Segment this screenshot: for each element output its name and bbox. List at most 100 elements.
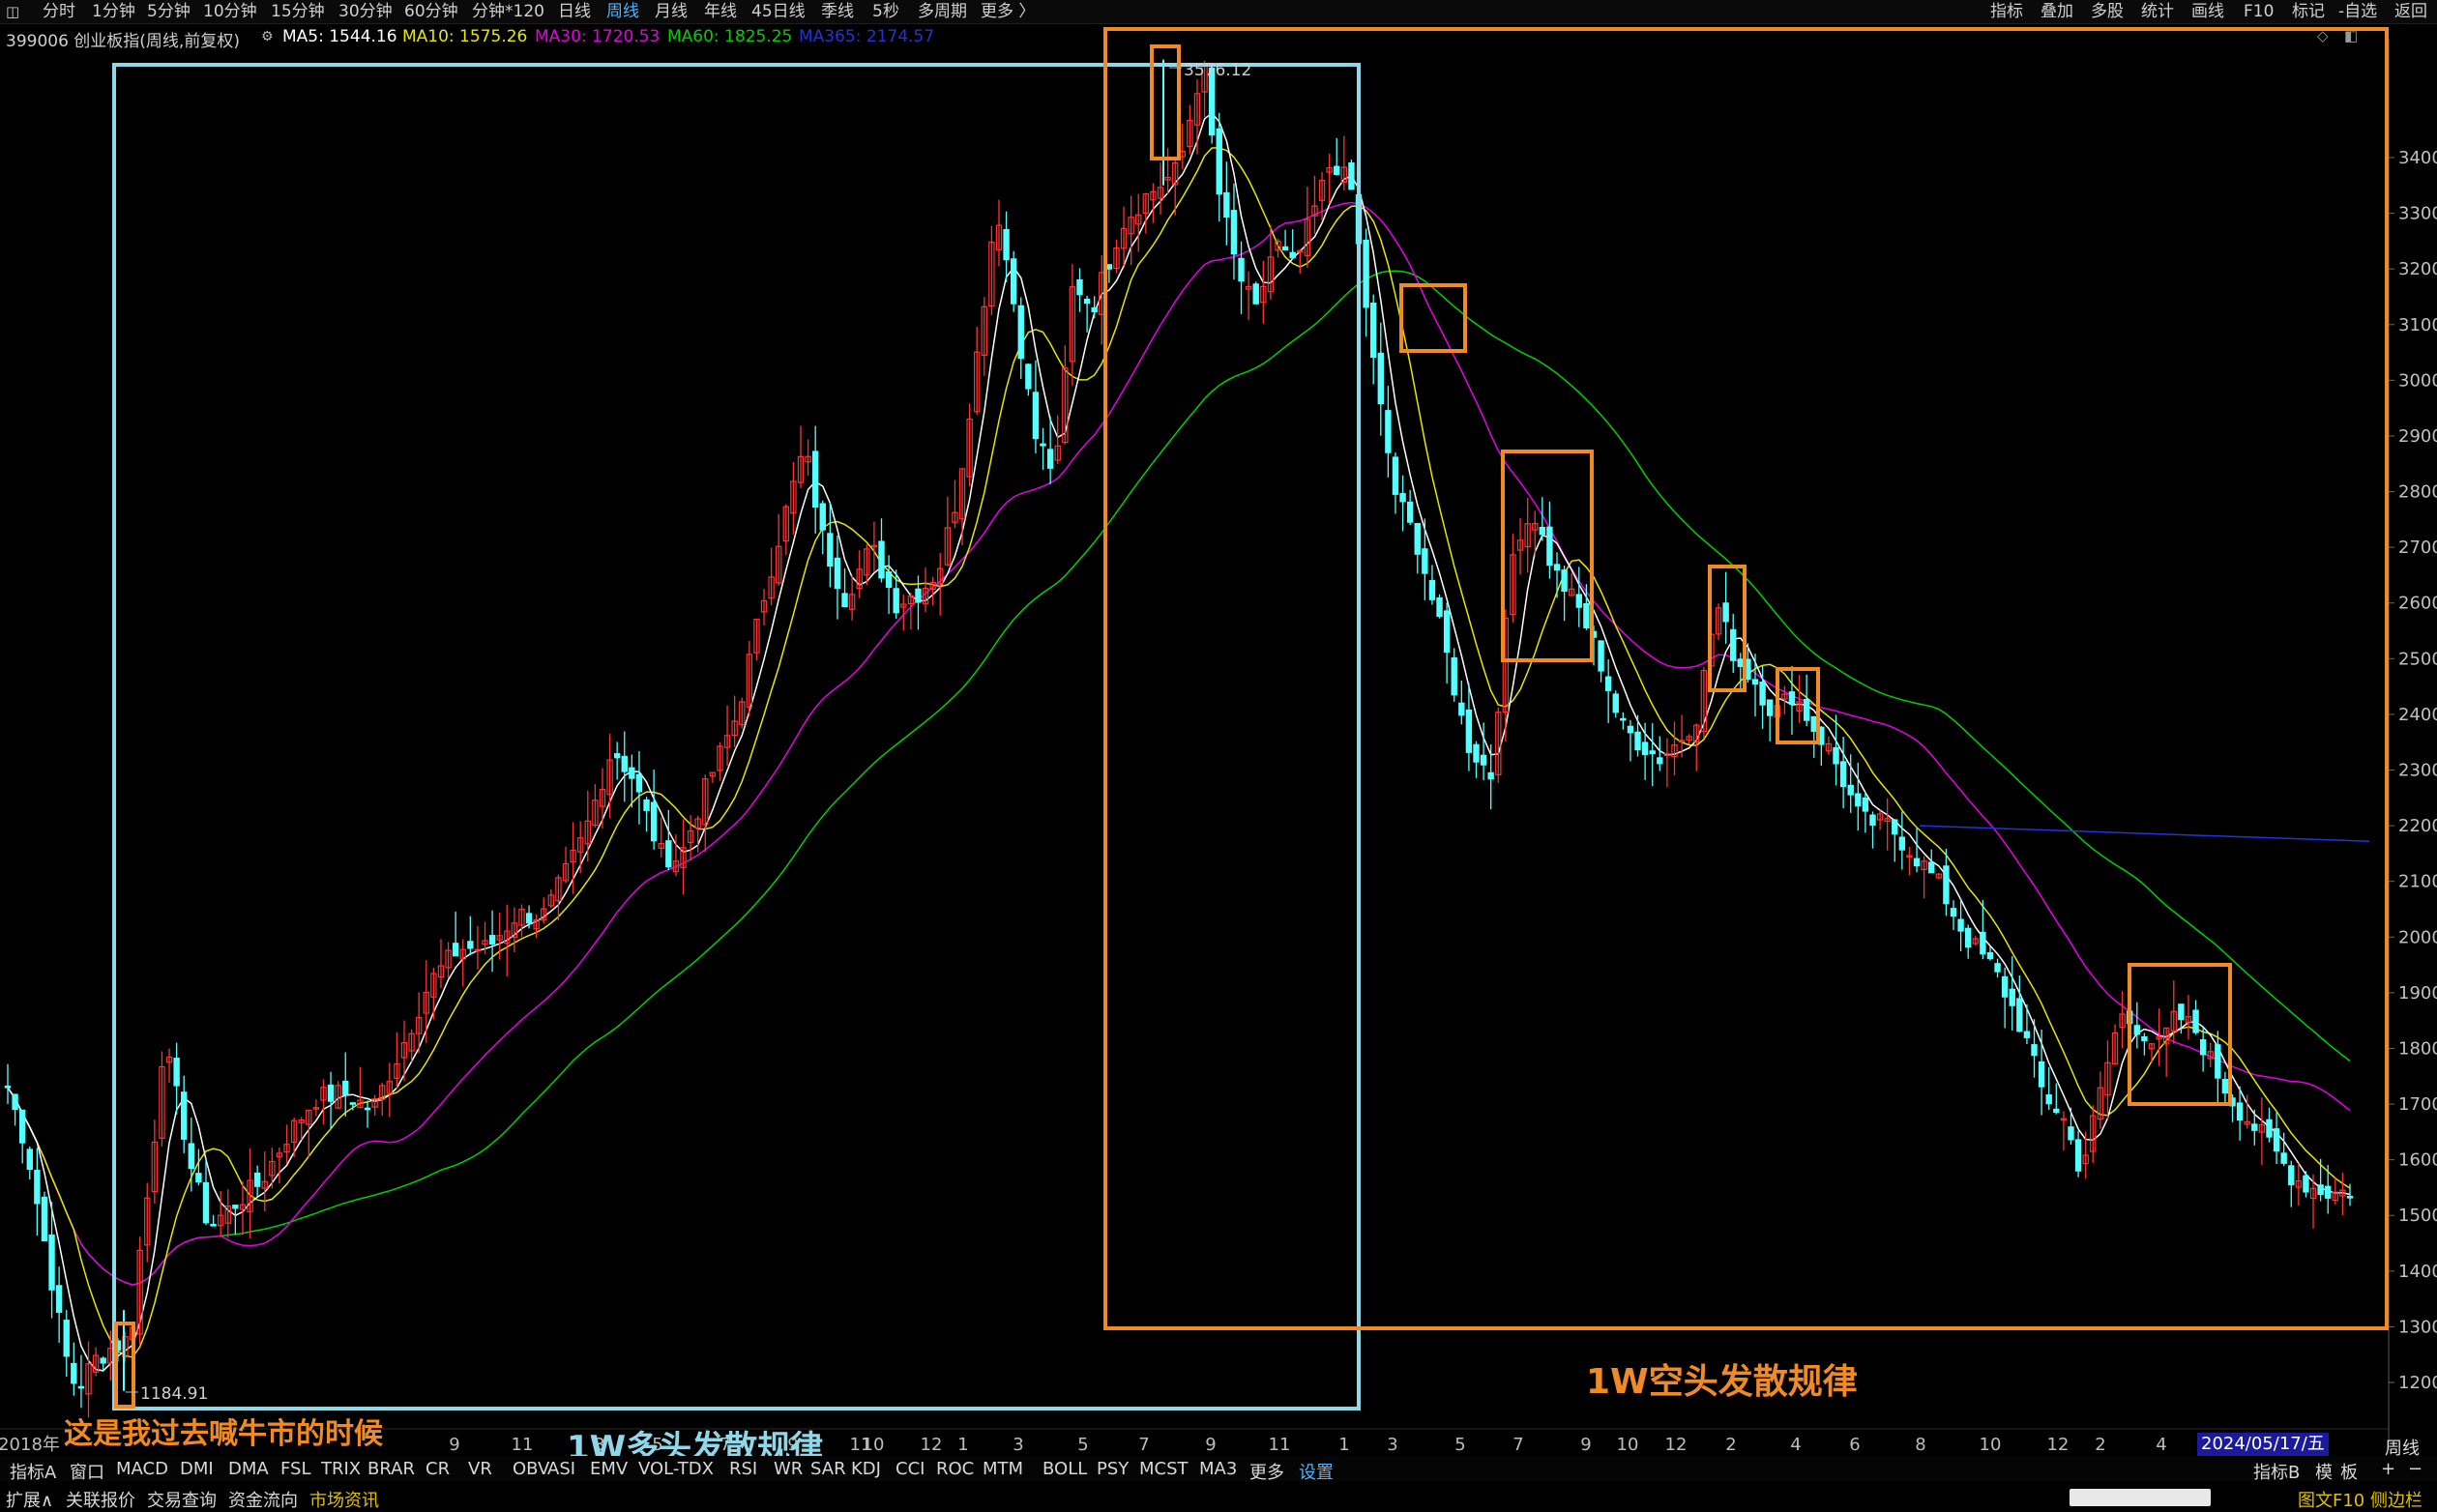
period-tab-yearly[interactable]: 年线 [704,2,737,21]
candle [606,733,613,819]
indicator-tab[interactable]: BRAR [367,1459,415,1479]
indicator-b-control[interactable]: 模 [2315,1463,2333,1483]
period-tab-1min[interactable]: 1分钟 [92,2,135,21]
candle [306,1109,312,1157]
x-tick-label: 10 [1980,1435,2002,1455]
candle [893,569,899,620]
candle [1208,67,1216,144]
period-tab-more[interactable]: 更多 〉 [981,2,1036,21]
window-icon[interactable]: ◫ [6,3,20,20]
indicator-tab[interactable]: KDJ [851,1459,881,1479]
indicator-tab[interactable]: 窗口 [70,1463,104,1483]
indicator-tab[interactable]: 设置 [1299,1463,1334,1483]
indicator-tab[interactable]: DMA [228,1459,269,1479]
indicator-b-control[interactable]: 板 [2340,1463,2358,1483]
indicator-tab[interactable]: CCI [896,1459,925,1479]
indicator-tab[interactable]: PSY [1097,1459,1130,1479]
toolbar-indicator-button[interactable]: 指标 [1990,2,2023,21]
indicator-tab[interactable]: VOL-TDX [638,1459,714,1479]
candle [1267,224,1275,300]
period-tab-min120[interactable]: 分钟*120 [472,2,544,21]
indicator-tab[interactable]: EMV [590,1459,629,1479]
candle [518,904,525,938]
candle [459,939,466,987]
period-tab-5min[interactable]: 5分钟 [147,2,191,21]
tray-icons[interactable] [2070,1489,2211,1506]
period-tab-45day[interactable]: 45日线 [751,2,806,21]
indicator-b-control[interactable]: − [2408,1459,2423,1479]
f10-sidebar-link[interactable]: 图文F10 侧边栏 [2298,1491,2422,1511]
kline-chart[interactable]: 1200 1300 1400 1500 1600 1700 1800 1900 2000 2100… [0,0,2437,1456]
candle-body [1516,539,1524,551]
candle-body [41,1196,48,1242]
candle [2266,1107,2273,1143]
toolbar-draw-button[interactable]: 画线 [2191,2,2224,21]
candle-body [2082,1154,2089,1165]
period-tab-30min[interactable]: 30分钟 [338,2,393,21]
indicator-tab[interactable]: FSL [280,1459,311,1479]
toolbar-f10-button[interactable]: F10 [2244,2,2275,21]
candle-body [1326,166,1333,173]
candle-body [1833,746,1839,765]
period-tab-5sec[interactable]: 5秒 [872,2,899,21]
indicator-tab[interactable]: TRIX [321,1459,362,1479]
candle [1678,714,1686,758]
period-tab-fenshi[interactable]: 分时 [43,2,75,21]
toolbar-stats-button[interactable]: 统计 [2141,2,2174,21]
period-tab-quarter[interactable]: 季线 [821,2,854,21]
candle-body [2178,1003,2185,1021]
period-tab-10min[interactable]: 10分钟 [203,2,257,21]
indicator-tab[interactable]: SAR [810,1459,846,1479]
indicator-tab[interactable]: WR [774,1459,804,1479]
expand-button[interactable]: 扩展∧ [6,1491,54,1511]
panel-toggle-icon[interactable]: ◧ [2344,27,2359,44]
candle-body [1957,918,1964,932]
period-tab-monthly[interactable]: 月线 [655,2,688,21]
indicator-b-control[interactable]: + [2381,1459,2396,1479]
toolbar-back-button[interactable]: 返回 [2394,2,2427,21]
indicator-tab[interactable]: 指标A [10,1463,57,1483]
candle-body [2185,1016,2192,1024]
settings-icon[interactable]: ⚙ [261,29,274,44]
candle [753,619,760,661]
indicator-tab[interactable]: MTM [983,1459,1024,1479]
related-quotes-link[interactable]: 关联报价 [66,1491,135,1511]
period-tab-daily[interactable]: 日线 [558,2,591,21]
indicator-tab[interactable]: CR [426,1459,451,1479]
diamond-icon[interactable]: ◇ [2317,27,2329,44]
candle-body [1950,908,1957,917]
period-tab-15min[interactable]: 15分钟 [271,2,325,21]
fund-flow-link[interactable]: 资金流向 [228,1491,298,1511]
toolbar-overlay-button[interactable]: 叠加 [2041,2,2073,21]
indicator-tab[interactable]: 更多 [1249,1463,1284,1483]
indicator-tab[interactable]: MACD [116,1459,168,1479]
toolbar-multistock-button[interactable]: 多股 [2091,2,2124,21]
period-tab-60min[interactable]: 60分钟 [404,2,458,21]
candle [1663,738,1671,788]
candle [2251,1109,2258,1146]
indicator-tab[interactable]: ASI [547,1459,576,1479]
indicator-tab[interactable]: DMI [180,1459,214,1479]
toolbar-watchlist-button[interactable]: -自选 [2338,2,2378,21]
market-news-link[interactable]: 市场资讯 [309,1491,379,1511]
candle-body [1583,602,1590,628]
period-tab-weekly[interactable]: 周线 [606,2,639,21]
indicator-tab[interactable]: RSI [729,1459,758,1479]
candle-body [621,755,628,772]
indicator-tab[interactable]: ROC [936,1459,975,1479]
indicator-tab[interactable]: BOLL [1042,1459,1088,1479]
period-toolbar: ◫ 分时 1分钟 5分钟 10分钟 15分钟 30分钟 60分钟 分钟*120 … [0,0,2437,24]
candle-body [1275,240,1281,251]
candle [1334,137,1340,176]
toolbar-mark-button[interactable]: 标记 [2292,2,2325,21]
trade-query-link[interactable]: 交易查询 [147,1491,217,1511]
candle-body [790,480,797,514]
period-tab-multi[interactable]: 多周期 [918,2,967,21]
indicator-tab[interactable]: OBV [513,1459,550,1479]
indicator-tab[interactable]: VR [468,1459,492,1479]
indicator-b-control[interactable]: 指标B [2253,1463,2301,1483]
candle [253,1165,261,1197]
indicator-tab[interactable]: MCST [1139,1459,1189,1479]
candle-body [643,799,650,811]
indicator-tab[interactable]: MA3 [1199,1459,1238,1479]
